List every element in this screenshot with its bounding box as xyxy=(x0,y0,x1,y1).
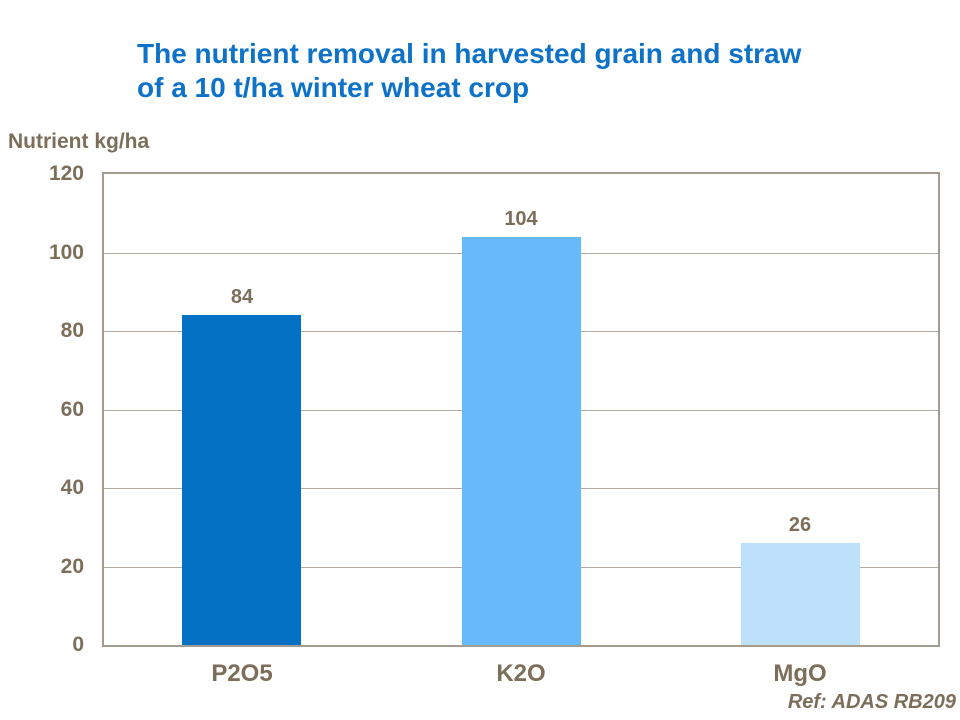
bar-k2o xyxy=(462,237,581,645)
bar-value-label-k2o: 104 xyxy=(504,208,538,230)
y-tick-label-20: 20 xyxy=(60,555,84,578)
y-tick-label-80: 80 xyxy=(60,319,84,342)
y-tick-label-40: 40 xyxy=(60,476,84,499)
bar-value-label-mgo: 26 xyxy=(788,514,812,536)
y-tick-label-100: 100 xyxy=(48,241,84,264)
y-tick-label-0: 0 xyxy=(72,633,84,656)
chart-title: The nutrient removal in harvested grain … xyxy=(137,37,801,105)
y-tick-label-120: 120 xyxy=(48,162,84,185)
y-tick-label-60: 60 xyxy=(60,398,84,421)
bar-mgo xyxy=(741,543,860,645)
reference-note: Ref: ADAS RB209 xyxy=(787,691,956,713)
chart-title-line1: The nutrient removal in harvested grain … xyxy=(137,38,802,69)
x-axis-label-p2o5: P2O5 xyxy=(211,660,273,687)
chart-title-line2: of a 10 t/ha winter wheat crop xyxy=(137,72,530,103)
bar-p2o5 xyxy=(182,315,301,645)
plot-area xyxy=(102,172,940,647)
x-axis-label-mgo: MgO xyxy=(773,660,827,687)
bar-value-label-p2o5: 84 xyxy=(230,286,254,308)
y-axis-title: Nutrient kg/ha xyxy=(8,130,150,153)
x-axis-label-k2o: K2O xyxy=(496,660,546,687)
